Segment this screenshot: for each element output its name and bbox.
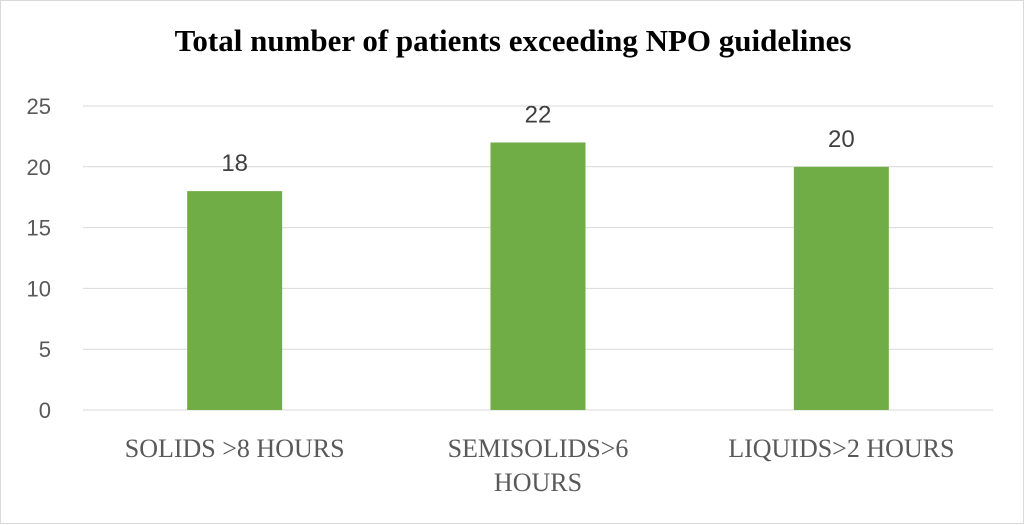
y-tick-label: 25 — [27, 94, 51, 119]
data-label: 20 — [828, 126, 855, 153]
y-tick-label: 20 — [27, 155, 51, 180]
y-tick-label: 0 — [39, 398, 51, 423]
chart-title: Total number of patients exceeding NPO g… — [174, 23, 852, 58]
y-tick-label: 5 — [39, 337, 51, 362]
bar — [187, 191, 283, 410]
data-labels: 18 22 20 — [221, 101, 854, 177]
y-tick-label: 15 — [27, 216, 51, 241]
y-tick-label: 10 — [27, 276, 51, 301]
bars — [187, 142, 889, 411]
category-label: LIQUIDS>2 HOURS — [728, 434, 954, 463]
bar — [793, 166, 889, 410]
category-labels: SOLIDS >8 HOURS SEMISOLIDS>6 HOURS LIQUIDS>… — [125, 434, 955, 497]
bar — [490, 142, 586, 411]
y-axis-ticks: 0 5 10 15 20 25 — [27, 94, 51, 423]
category-label: SOLIDS >8 HOURS — [125, 434, 345, 463]
data-label: 22 — [525, 101, 552, 128]
category-label: SEMISOLIDS>6 HOURS — [448, 434, 629, 497]
data-label: 18 — [221, 150, 248, 177]
